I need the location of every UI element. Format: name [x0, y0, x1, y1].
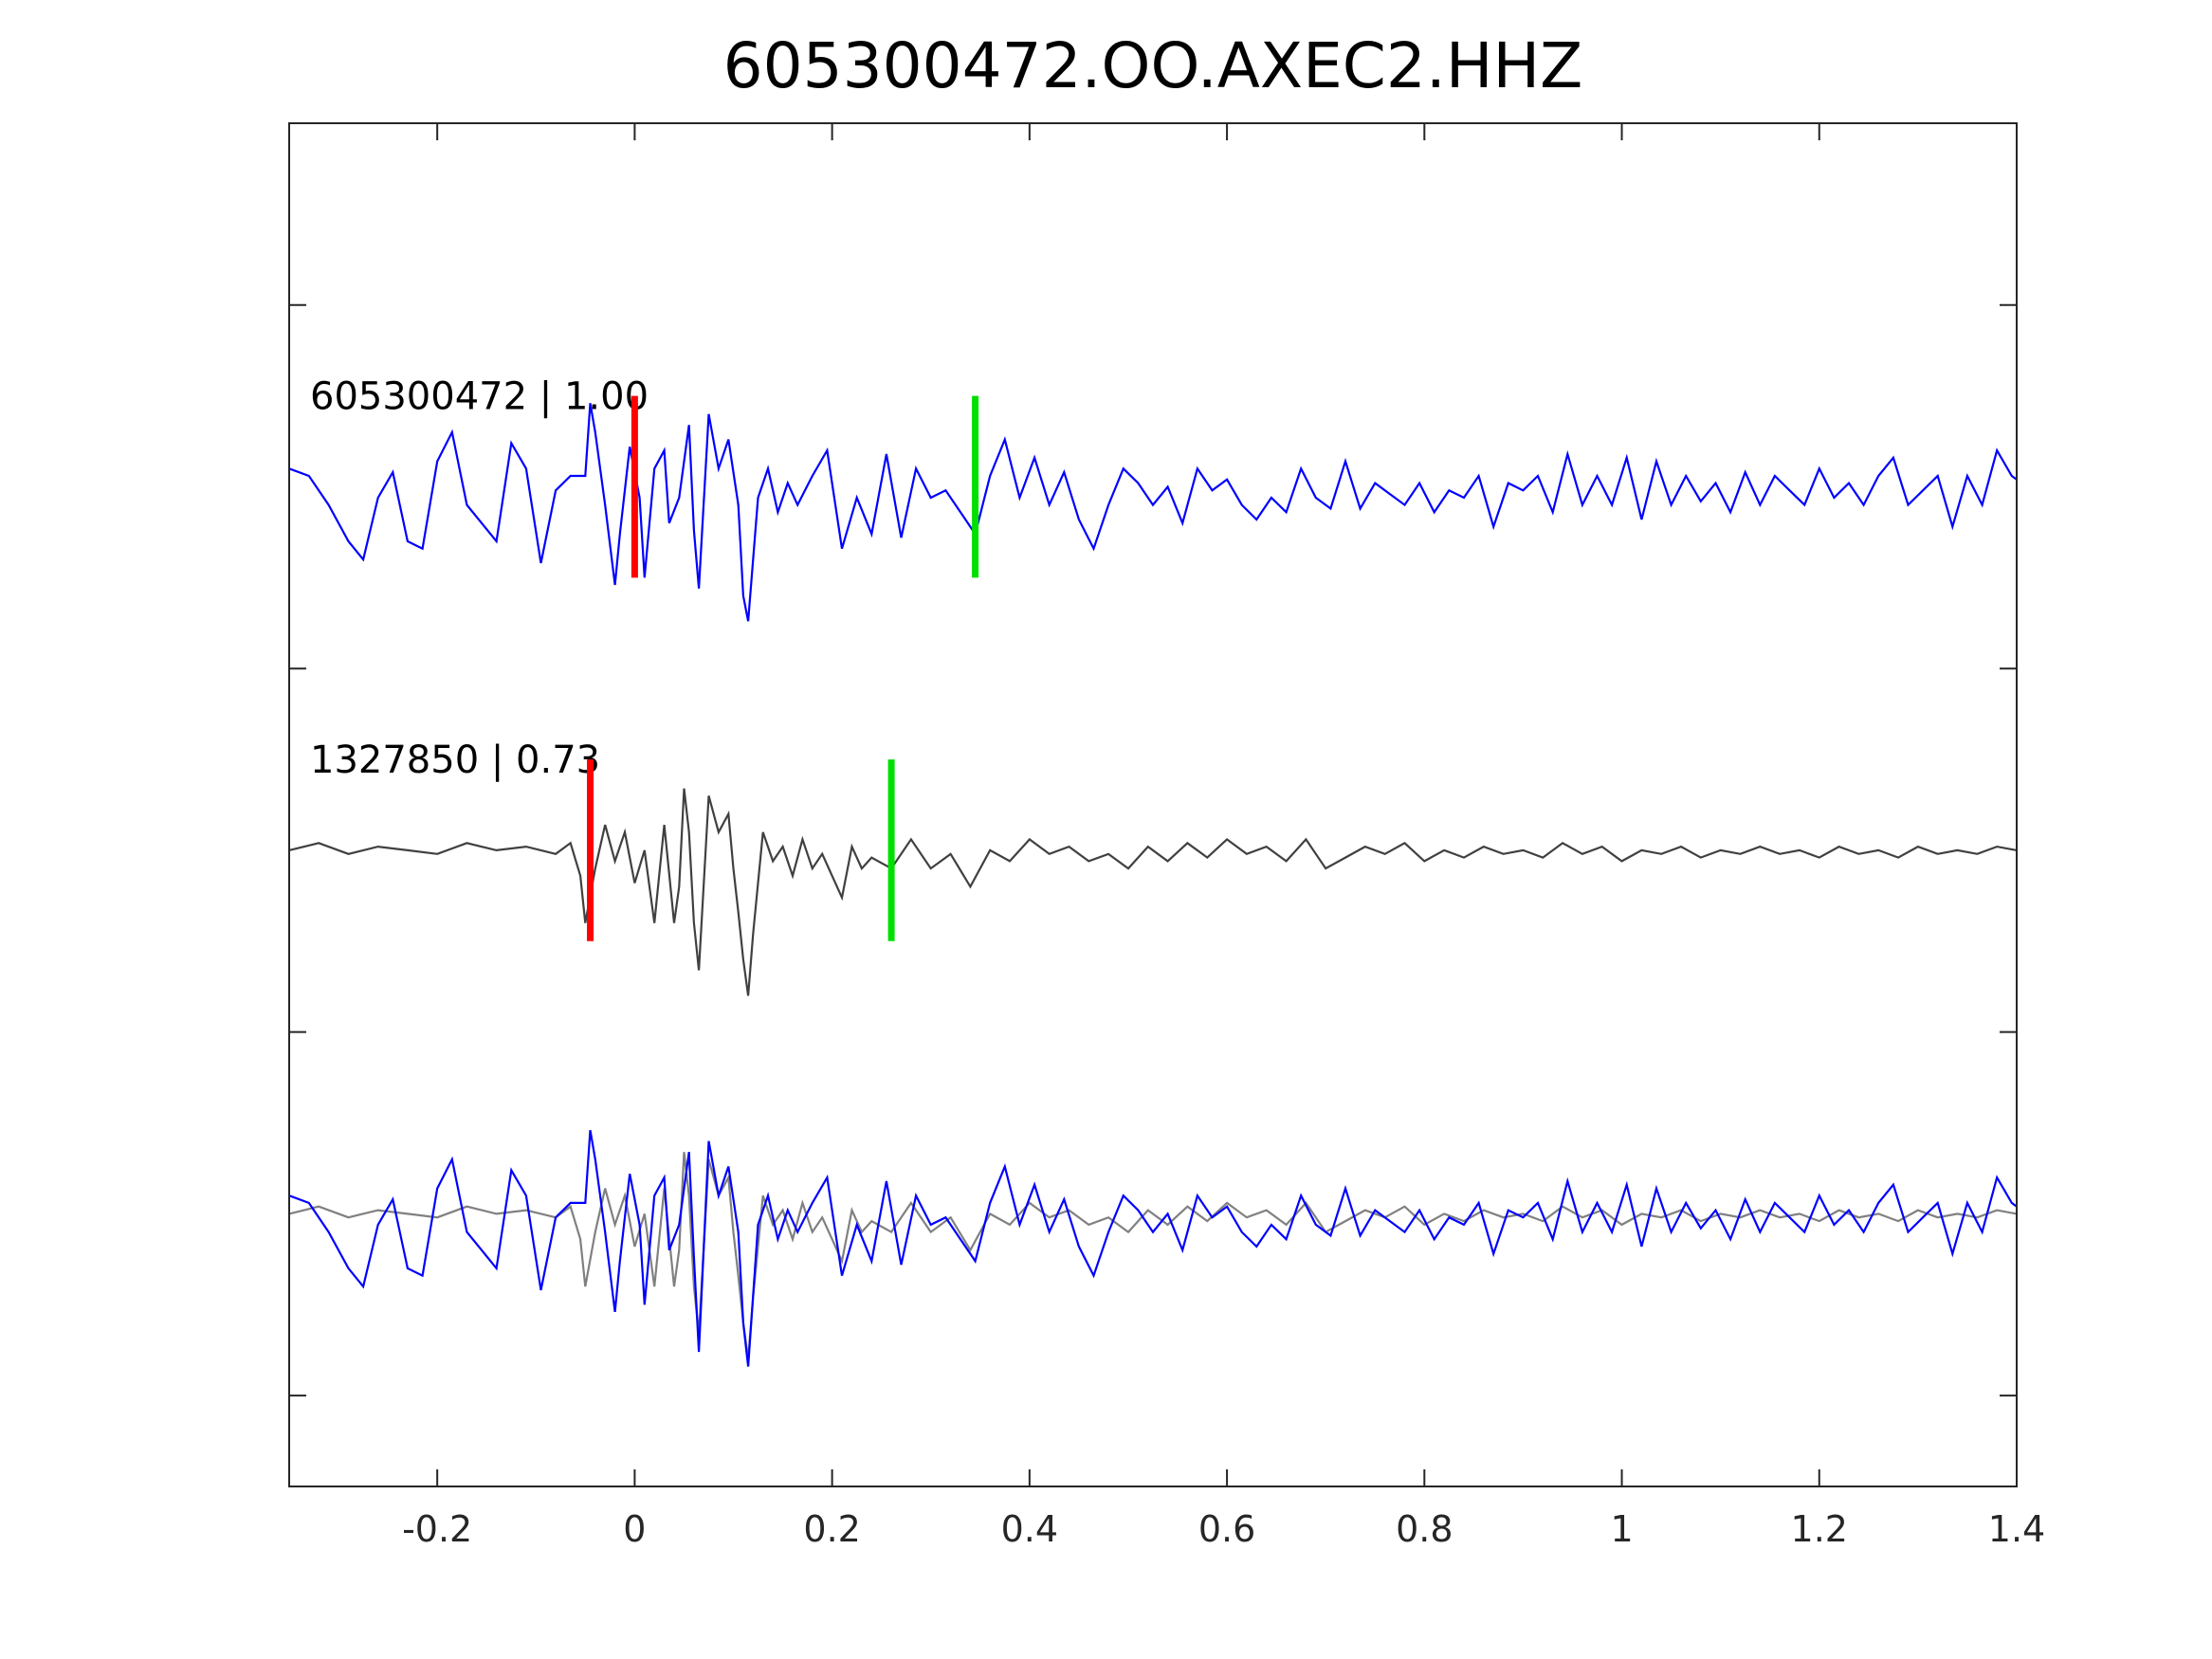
x-tick-label: 1.2 — [1791, 1508, 1848, 1550]
trace-label-2: 1327850 | 0.73 — [310, 738, 600, 782]
plot-area: 605300472 | 1.00 1327850 | 0.73 — [288, 375, 2018, 1367]
x-tick-label: 0.8 — [1396, 1508, 1453, 1550]
x-tick-label: 0 — [623, 1508, 646, 1550]
axes-frame — [288, 122, 2018, 1487]
trace-line-3 — [288, 1152, 2018, 1359]
trace-line-4 — [288, 1130, 2018, 1367]
axes: -0.2 0 0.2 0.4 0.6 0.8 1 1.2 1.4 — [288, 122, 2045, 1550]
x-tick-label: 0.6 — [1198, 1508, 1255, 1550]
x-tick-label: 1 — [1610, 1508, 1633, 1550]
trace-line-1 — [288, 403, 2018, 622]
x-tick-label: 0.4 — [1001, 1508, 1058, 1550]
trace-line-2 — [288, 788, 2018, 996]
trace-label-1: 605300472 | 1.00 — [310, 375, 649, 419]
x-tick-label: -0.2 — [402, 1508, 472, 1550]
x-tick-label: 1.4 — [1988, 1508, 2045, 1550]
chart-title: 605300472.OO.AXEC2.HHZ — [723, 29, 1583, 102]
x-tick-label: 0.2 — [803, 1508, 860, 1550]
